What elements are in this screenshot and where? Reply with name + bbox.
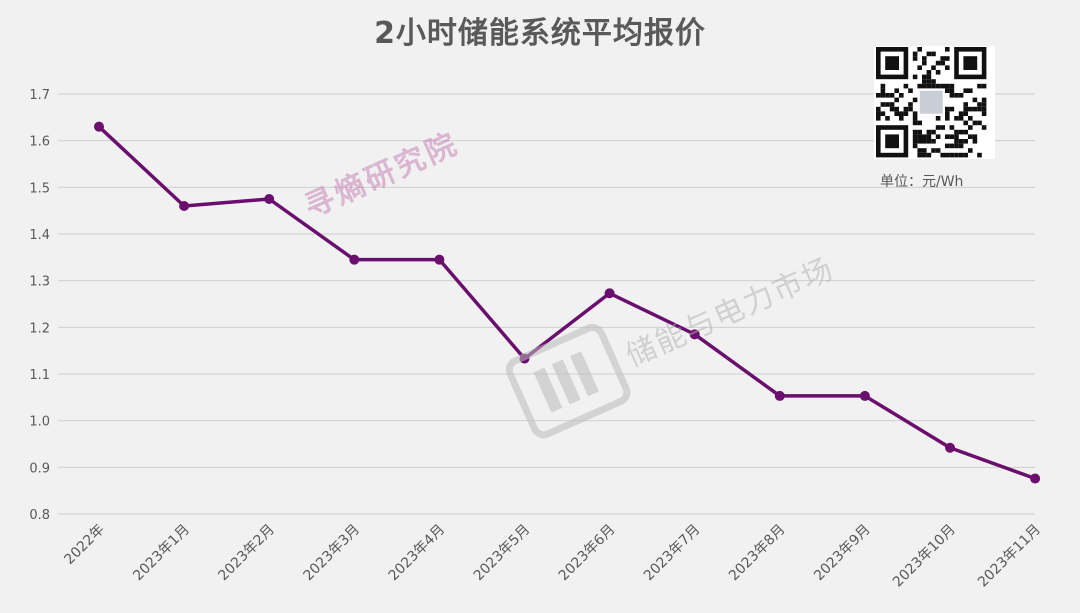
- data-point: [859, 390, 870, 401]
- series-line: [97, 124, 1037, 481]
- data-point: [434, 254, 445, 265]
- y-tick-label: 1.4: [29, 228, 50, 243]
- x-tick-label: 2023年3月: [301, 522, 364, 585]
- data-point: [604, 288, 615, 299]
- x-tick-label: 2023年9月: [811, 522, 874, 585]
- x-tick-label: 2023年11月: [975, 522, 1044, 591]
- data-point: [94, 121, 104, 132]
- unit-label: 单位：元/Wh: [880, 174, 964, 190]
- logo-icon: [505, 323, 631, 439]
- data-point: [264, 194, 275, 204]
- y-tick-label: 1.3: [29, 275, 50, 290]
- chart-title: 2小时储能系统平均报价: [374, 16, 706, 51]
- data-point: [774, 390, 785, 401]
- y-tick-label: 0.9: [29, 461, 50, 476]
- data-point: [945, 442, 955, 453]
- x-tick-label: 2023年1月: [130, 522, 193, 585]
- x-tick-label: 2023年4月: [386, 522, 449, 585]
- y-tick-label: 1.1: [29, 368, 50, 383]
- data-point: [689, 329, 700, 340]
- qr-code: [874, 46, 995, 159]
- x-tick-label: 2022年: [61, 522, 107, 568]
- x-tick-label: 2023年5月: [471, 522, 534, 585]
- y-tick-label: 1.5: [29, 181, 50, 196]
- x-tick-label: 2023年7月: [641, 522, 704, 585]
- x-tick-label: 2023年10月: [890, 522, 959, 591]
- x-tick-label: 2023年8月: [726, 522, 789, 585]
- x-tick-label: 2023年6月: [556, 522, 619, 585]
- data-point: [349, 254, 360, 265]
- x-tick-label: 2023年2月: [215, 522, 278, 585]
- data-point: [1030, 473, 1041, 484]
- y-tick-label: 1.7: [29, 88, 50, 103]
- y-tick-label: 1.2: [29, 321, 50, 336]
- data-point: [179, 201, 190, 211]
- qr-code-icon: [876, 47, 987, 158]
- watermark-logo: 储能与电力市场: [497, 236, 840, 468]
- y-tick-label: 1.0: [29, 415, 50, 430]
- y-tick-label: 1.6: [29, 135, 50, 150]
- y-tick-label: 0.8: [29, 508, 50, 523]
